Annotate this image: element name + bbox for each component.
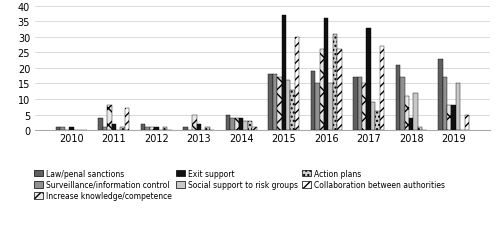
- Bar: [125, 109, 130, 130]
- Bar: [239, 118, 244, 130]
- Bar: [414, 93, 418, 130]
- Bar: [196, 124, 201, 130]
- Bar: [358, 78, 362, 130]
- Bar: [286, 81, 290, 130]
- Legend: Law/penal sanctions, Surveillance/information control, Increase knowledge/compet: Law/penal sanctions, Surveillance/inform…: [34, 169, 446, 200]
- Bar: [60, 127, 64, 130]
- Bar: [234, 118, 239, 130]
- Bar: [192, 115, 196, 130]
- Bar: [226, 115, 230, 130]
- Bar: [438, 59, 442, 130]
- Bar: [404, 97, 409, 130]
- Bar: [268, 75, 272, 130]
- Bar: [328, 84, 333, 130]
- Bar: [248, 121, 252, 130]
- Bar: [338, 50, 342, 130]
- Bar: [310, 72, 315, 130]
- Bar: [290, 90, 295, 130]
- Bar: [295, 38, 300, 130]
- Bar: [447, 106, 452, 130]
- Bar: [442, 78, 447, 130]
- Bar: [380, 47, 384, 130]
- Bar: [120, 127, 125, 130]
- Bar: [282, 16, 286, 130]
- Bar: [277, 78, 281, 130]
- Bar: [140, 124, 145, 130]
- Bar: [362, 84, 366, 130]
- Bar: [400, 78, 404, 130]
- Bar: [320, 50, 324, 130]
- Bar: [112, 124, 116, 130]
- Bar: [107, 106, 112, 130]
- Bar: [396, 65, 400, 130]
- Bar: [324, 19, 328, 130]
- Bar: [452, 106, 456, 130]
- Bar: [230, 118, 234, 130]
- Bar: [98, 118, 102, 130]
- Bar: [183, 127, 188, 130]
- Bar: [456, 84, 460, 130]
- Bar: [244, 121, 248, 130]
- Bar: [150, 127, 154, 130]
- Bar: [465, 115, 469, 130]
- Bar: [272, 75, 277, 130]
- Bar: [69, 127, 73, 130]
- Bar: [163, 127, 168, 130]
- Bar: [418, 127, 422, 130]
- Bar: [102, 127, 107, 130]
- Bar: [315, 84, 320, 130]
- Bar: [206, 127, 210, 130]
- Bar: [333, 35, 338, 130]
- Bar: [366, 28, 371, 130]
- Bar: [56, 127, 60, 130]
- Bar: [371, 103, 376, 130]
- Bar: [154, 127, 158, 130]
- Bar: [353, 78, 358, 130]
- Bar: [252, 127, 257, 130]
- Bar: [409, 118, 414, 130]
- Bar: [145, 127, 150, 130]
- Bar: [376, 112, 380, 130]
